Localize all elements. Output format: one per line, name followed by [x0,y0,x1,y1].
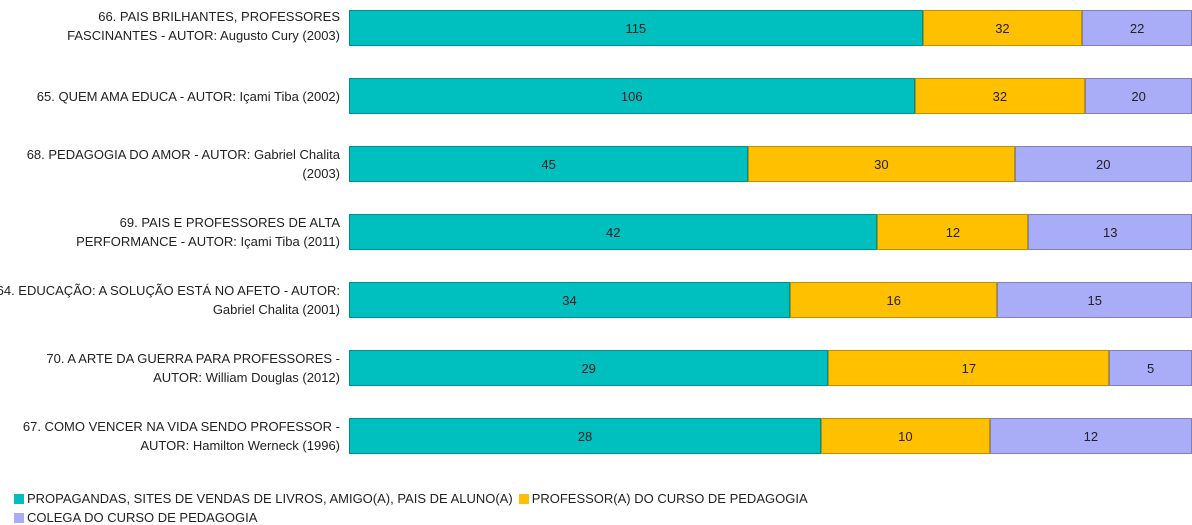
data-label: 20 [1131,88,1146,104]
bar-segment: 115 [349,10,923,46]
data-label: 29 [581,360,596,376]
category-label: 66. PAIS BRILHANTES, PROFESSORES FASCINA… [67,9,340,43]
data-label: 22 [1129,20,1145,36]
category-label: 67. COMO VENCER NA VIDA SENDO PROFESSOR … [22,419,340,453]
bar-segment: 106 [349,78,915,114]
bar-segment: 10 [821,418,990,454]
bar-segment: 13 [1028,214,1192,250]
bar-segment: 20 [1014,146,1192,182]
legend-item: PROFESSOR(A) DO CURSO DE PEDAGOGIA [518,489,808,508]
legend-label: PROPAGANDAS, SITES DE VENDAS DE LIVROS, … [27,491,513,506]
data-label: 106 [620,88,643,104]
bar-segment: 17 [828,350,1110,386]
legend-label: COLEGA DO CURSO DE PEDAGOGIA [27,510,258,525]
bar-segment: 32 [922,10,1083,46]
category-label: 69. PAIS E PROFESSORES DE ALTA PERFORMAN… [76,215,340,249]
data-label: 12 [945,224,961,240]
bar-segment: 42 [349,214,878,250]
category-label: 68. PEDAGOGIA DO AMOR - AUTOR: Gabriel C… [26,147,340,181]
data-label: 20 [1096,156,1111,172]
bar-segment: 29 [349,350,829,386]
bar-segment: 20 [1085,78,1192,114]
data-label: 45 [541,156,556,172]
bar-segment: 12 [989,418,1192,454]
data-label: 17 [961,360,977,376]
bar-segment: 12 [877,214,1029,250]
bar-segment: 22 [1082,10,1192,46]
bar-segment: 32 [914,78,1086,114]
legend-item: COLEGA DO CURSO DE PEDAGOGIA [14,508,257,525]
data-label: 15 [1087,292,1102,308]
data-label: 12 [1083,428,1099,444]
legend-item: PROPAGANDAS, SITES DE VENDAS DE LIVROS, … [14,489,513,508]
data-label: 34 [562,292,577,308]
legend-swatch [14,493,24,504]
data-label: 32 [992,88,1008,104]
data-label: 28 [577,428,593,444]
legend: PROPAGANDAS, SITES DE VENDAS DE LIVROS, … [14,489,944,525]
category-label: 65. QUEM AMA EDUCA - AUTOR: Içami Tiba (… [36,88,340,104]
data-label: 16 [886,292,901,308]
data-label: 42 [605,224,621,240]
legend-label: PROFESSOR(A) DO CURSO DE PEDAGOGIA [531,491,808,506]
legend-swatch [14,512,24,523]
category-label: 64. EDUCAÇÃO: A SOLUÇÃO ESTÁ NO AFETO - … [0,283,340,317]
data-label: 5 [1147,360,1155,376]
data-label: 115 [625,20,647,36]
bar-segment: 30 [748,146,1015,182]
bar-segment: 28 [349,418,822,454]
legend-swatch [518,493,529,504]
bar-segment: 15 [997,282,1192,318]
data-label: 32 [995,20,1010,36]
bar-segment: 45 [349,146,749,182]
data-label: 13 [1102,224,1118,240]
bar-segment: 34 [349,282,790,318]
data-label: 30 [874,156,889,172]
data-label: 10 [898,428,913,444]
category-label: 70. A ARTE DA GUERRA PARA PROFESSORES - … [46,351,340,385]
bar-segment: 5 [1109,350,1192,386]
bar-segment: 16 [789,282,998,318]
